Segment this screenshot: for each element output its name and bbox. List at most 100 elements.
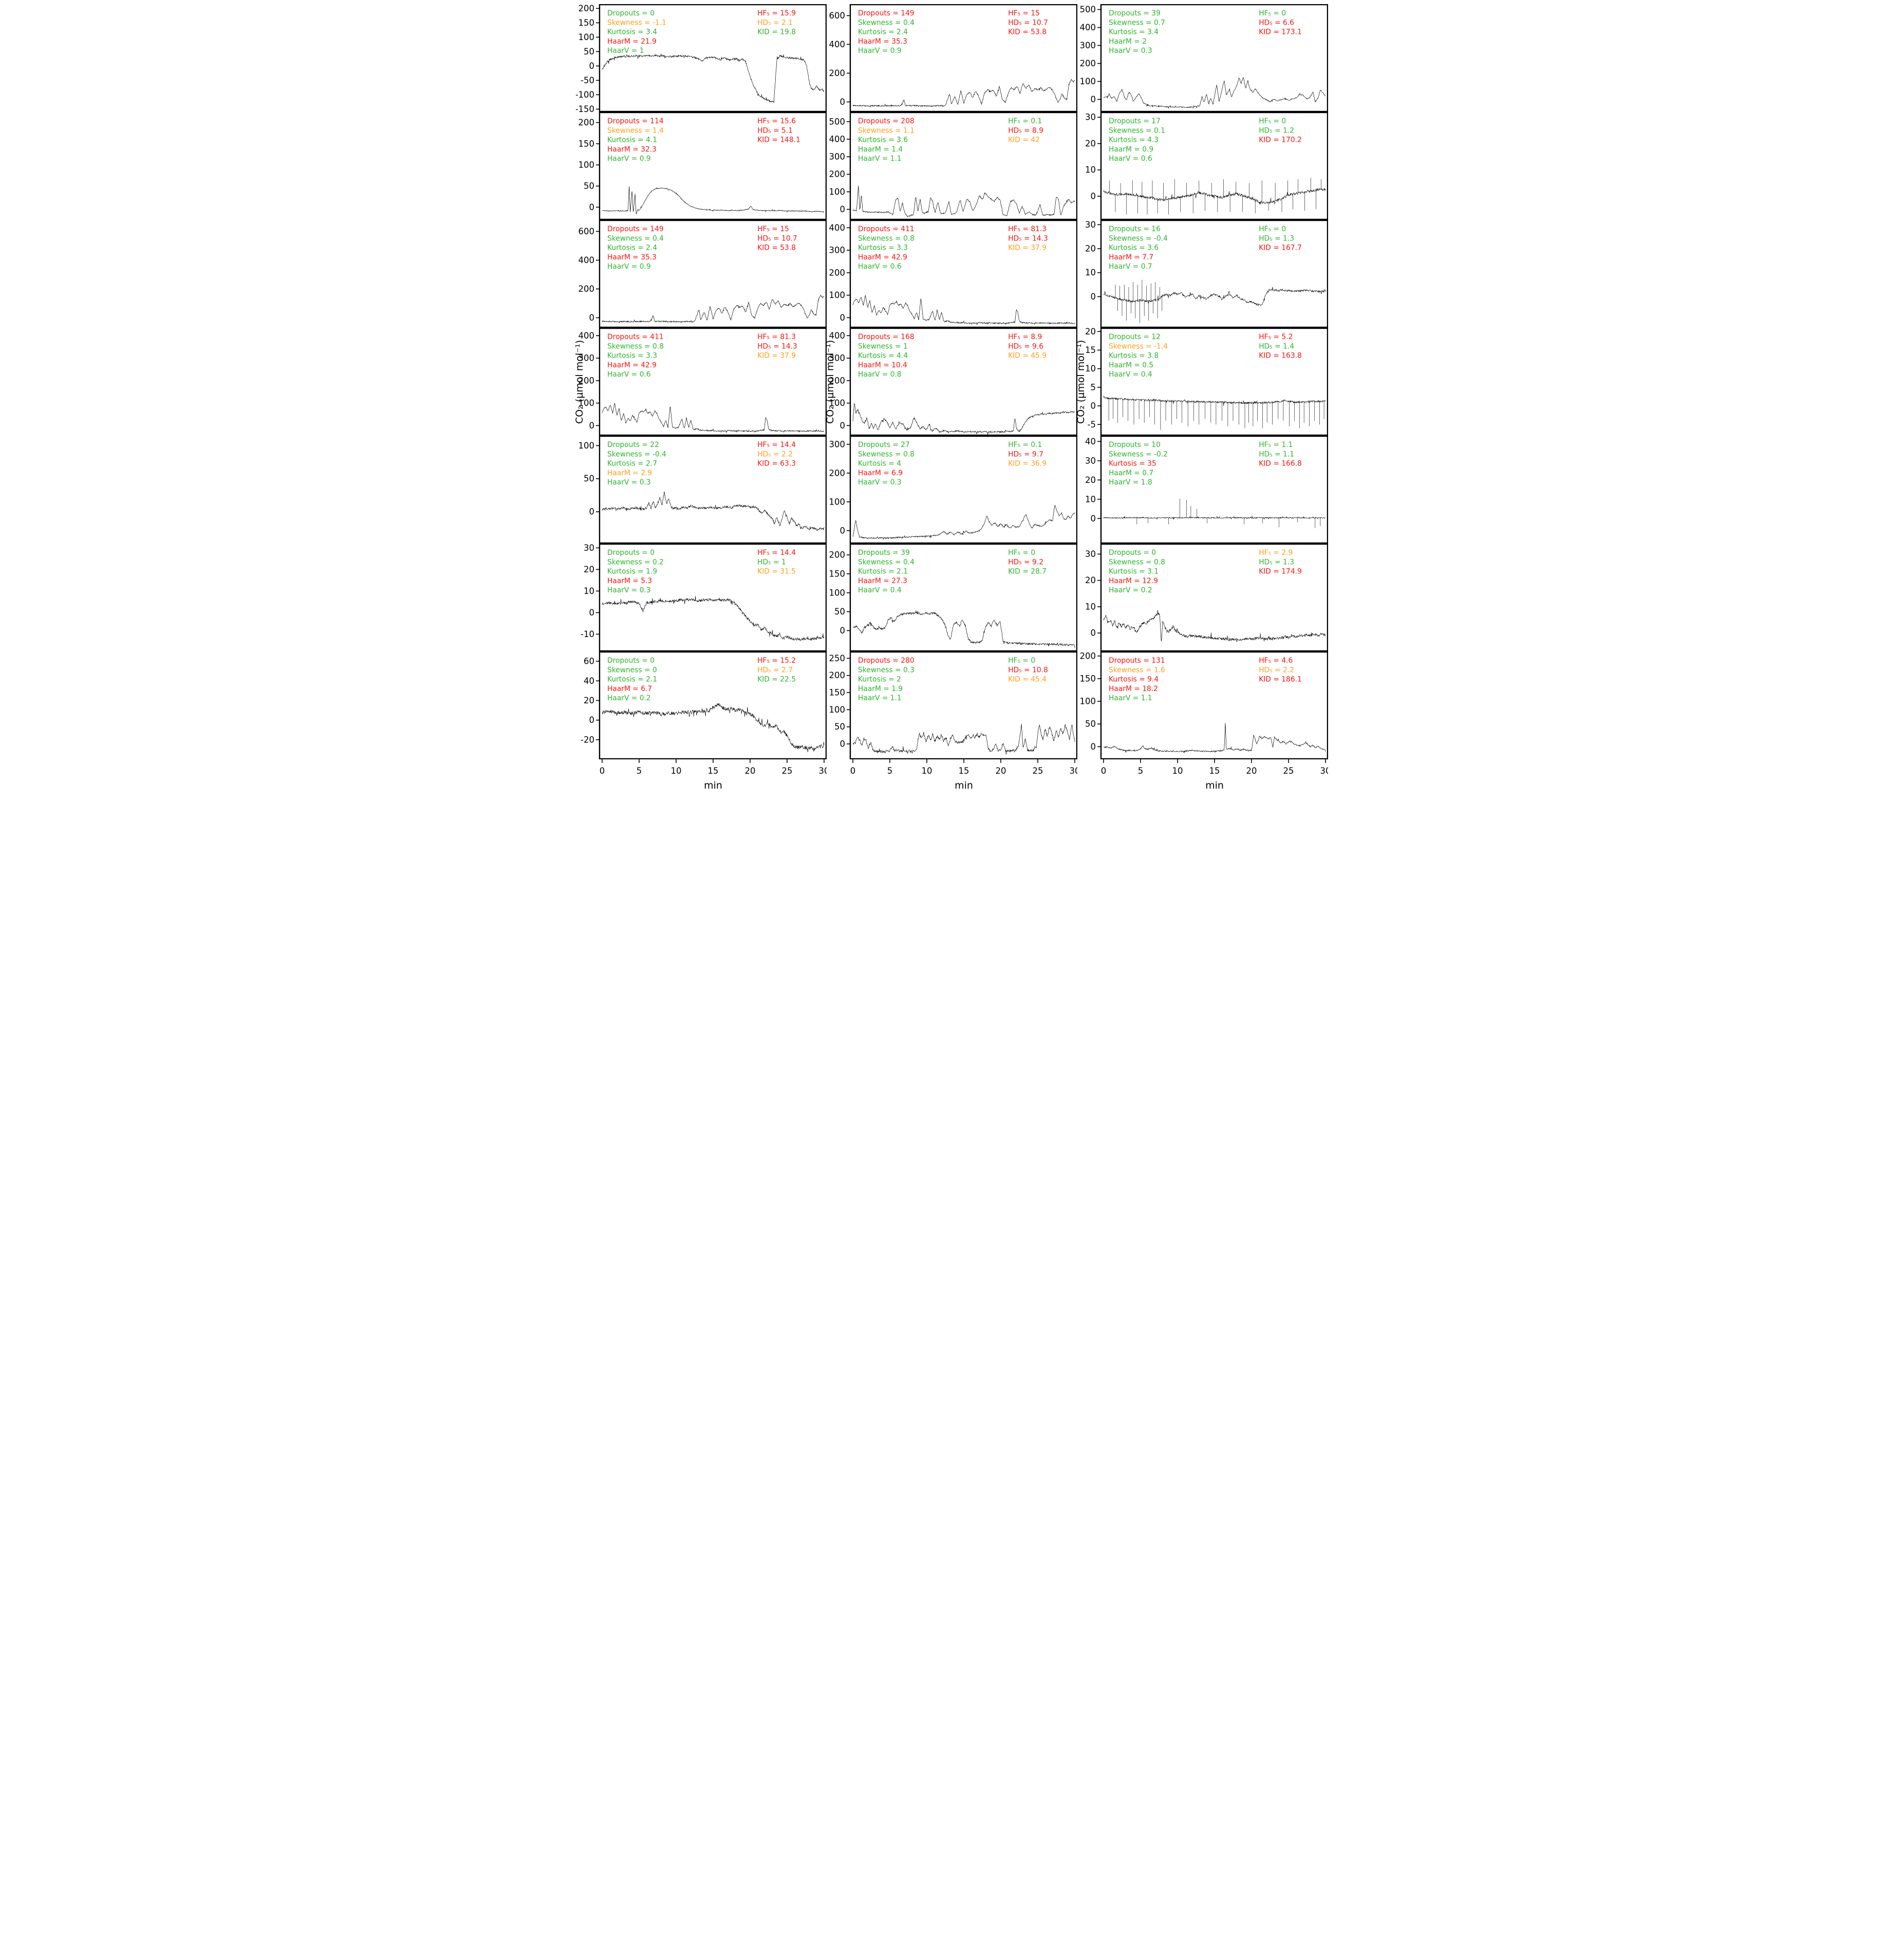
stat-hd₅: HD₅ = 2.2 xyxy=(1259,666,1294,674)
panel-r7c1: 60 40 20 0 -20 Dropouts = 0 Skewness = 0 Kurtos… xyxy=(576,651,827,760)
stat-haarv: HaarV = 1.8 xyxy=(1109,478,1152,487)
x-tick-label: 10 xyxy=(922,766,932,776)
plot-frame xyxy=(1100,111,1329,220)
y-tick-label: 0 xyxy=(589,313,595,323)
stat-skewness: Skewness = -1.4 xyxy=(1109,342,1168,350)
y-tick-label: 100 xyxy=(829,398,846,408)
y-tick-label: 20 xyxy=(584,565,594,574)
stat-dropouts: Dropouts = 12 xyxy=(1109,333,1161,341)
y-tick-label: 200 xyxy=(829,550,846,560)
plot-frame xyxy=(599,219,827,328)
panel-r5c1: 100 50 0 Dropouts = 22 Skewness = -0.4 Kurtos… xyxy=(576,435,827,544)
y-tick-label: 150 xyxy=(829,569,846,578)
x-tick-label: 30 xyxy=(819,766,827,776)
stat-hf₅: HF₅ = 8.9 xyxy=(1008,333,1042,341)
stat-hf₅: HF₅ = 14.4 xyxy=(757,441,796,449)
stat-skewness: Skewness = -0.4 xyxy=(607,450,666,458)
stat-hd₅: HD₅ = 10.7 xyxy=(1008,18,1048,27)
stat-skewness: Skewness = 0.2 xyxy=(607,558,664,566)
stat-hf₅: HF₅ = 14.4 xyxy=(757,549,796,557)
stat-skewness: Skewness = 0.8 xyxy=(1109,558,1165,566)
stat-hd₅: HD₅ = 1.1 xyxy=(1259,450,1294,458)
stat-kurtosis: Kurtosis = 2 xyxy=(858,676,901,684)
stat-haarv: HaarV = 1.1 xyxy=(858,694,902,702)
stat-kid: KID = 148.1 xyxy=(757,136,800,144)
trace-spikes-r5c3 xyxy=(1136,498,1321,528)
y-tick-label: 50 xyxy=(1085,719,1096,729)
stat-haarm: HaarM = 32.3 xyxy=(607,145,657,154)
stat-kid: KID = 37.9 xyxy=(1008,244,1047,252)
stat-kid: KID = 37.9 xyxy=(757,352,796,360)
y-tick-label: 20 xyxy=(1085,475,1096,485)
stat-dropouts: Dropouts = 411 xyxy=(858,225,914,233)
stat-kurtosis: Kurtosis = 3.4 xyxy=(607,28,657,36)
stat-kurtosis: Kurtosis = 4.4 xyxy=(858,352,908,360)
x-axis-label: min xyxy=(1205,780,1224,791)
stat-hf₅: HF₅ = 4.6 xyxy=(1259,657,1293,665)
stat-kid: KID = 174.9 xyxy=(1259,568,1302,576)
stat-hf₅: HF₅ = 0 xyxy=(1008,549,1035,557)
stat-kurtosis: Kurtosis = 3.4 xyxy=(1109,28,1159,36)
trace-r6c1 xyxy=(602,596,825,641)
x-tick-label: 5 xyxy=(1138,766,1144,776)
y-axis-label-col2: CO₂ (µmol mol⁻¹) xyxy=(825,340,836,424)
stat-hd₅: HD₅ = 8.9 xyxy=(1008,126,1043,135)
stat-kurtosis: Kurtosis = 3.3 xyxy=(607,352,657,360)
y-tick-label: 200 xyxy=(829,670,846,680)
stat-skewness: Skewness = 0.3 xyxy=(858,666,914,674)
trace-r1c1 xyxy=(602,53,825,103)
y-tick-label: 100 xyxy=(829,497,846,507)
stat-haarv: HaarV = 1 xyxy=(607,47,644,55)
stat-haarm: HaarM = 18.2 xyxy=(1109,685,1158,693)
stat-kid: KID = 166.8 xyxy=(1259,460,1302,468)
panel-r3c1: 600 400 200 0 Dropouts = 149 Skewness = 0.4 Ku… xyxy=(576,219,827,328)
x-axis-col3: 0 5 10 15 20 25 30 min xyxy=(1101,759,1328,791)
x-tick-label: 25 xyxy=(1033,766,1043,776)
plot-frame xyxy=(1100,219,1329,328)
y-tick-label: 0 xyxy=(1091,401,1096,411)
stat-haarm: HaarM = 5.3 xyxy=(607,577,652,585)
plot-frame xyxy=(1100,543,1329,652)
x-tick-label: 15 xyxy=(708,766,719,776)
stat-kid: KID = 170.2 xyxy=(1259,136,1302,144)
stat-hf₅: HF₅ = 5.2 xyxy=(1259,333,1293,341)
y-tick-label: 400 xyxy=(578,255,595,265)
stat-dropouts: Dropouts = 0 xyxy=(607,549,655,557)
plot-frame xyxy=(849,435,1078,544)
y-tick-label: 0 xyxy=(840,626,846,636)
trace-r4c2 xyxy=(852,403,1075,435)
stat-skewness: Skewness = 0.8 xyxy=(858,450,914,458)
trace-r5c2 xyxy=(852,505,1075,540)
y-tick-label: 10 xyxy=(1085,268,1096,277)
stat-haarm: HaarM = 6.9 xyxy=(858,469,903,477)
stat-haarv: HaarV = 0.8 xyxy=(858,370,902,379)
stat-hf₅: HF₅ = 15 xyxy=(757,225,789,233)
stat-haarv: HaarV = 0.3 xyxy=(607,478,651,487)
y-tick-label: 400 xyxy=(578,331,595,341)
y-tick-label: 600 xyxy=(829,11,846,21)
stat-haarv: HaarV = 0.2 xyxy=(607,694,651,702)
stat-hd₅: HD₅ = 2.2 xyxy=(757,450,793,458)
panel-r3c2: 400 300 200 100 0 Dropouts = 411 Skewness = 0.… xyxy=(827,219,1078,328)
panel-r7c3: 200 150 100 50 0 Dropouts = 131 Skewness = 1.6… xyxy=(1077,651,1329,760)
stat-dropouts: Dropouts = 0 xyxy=(607,9,655,17)
stat-kurtosis: Kurtosis = 2.4 xyxy=(607,244,657,252)
trace-r3c1 xyxy=(602,294,825,323)
plot-frame xyxy=(1100,435,1329,544)
y-axis-label-col3: CO₂ (µmol mol⁻¹) xyxy=(1075,340,1087,424)
y-tick-label: 40 xyxy=(584,676,594,686)
stat-skewness: Skewness = 0.8 xyxy=(858,234,914,242)
y-tick-label: 50 xyxy=(834,607,845,617)
stat-hd₅: HD₅ = 14.3 xyxy=(1008,234,1048,242)
panel-r5c3: 40 30 20 10 0 Dropouts = 10 Skewness = -0.2 Kur… xyxy=(1077,435,1329,544)
y-tick-label: 20 xyxy=(1085,328,1096,337)
y-tick-label: 300 xyxy=(829,152,846,162)
stat-haarm: HaarM = 27.3 xyxy=(858,577,907,585)
chart-r1c1: 200 150 100 50 0 -50 -100 -150 Dropouts = 0Skewn… xyxy=(575,4,827,114)
y-tick-label: 0 xyxy=(589,715,595,725)
y-tick-label: 0 xyxy=(1091,292,1096,302)
stat-haarv: HaarV = 0.9 xyxy=(858,47,902,55)
